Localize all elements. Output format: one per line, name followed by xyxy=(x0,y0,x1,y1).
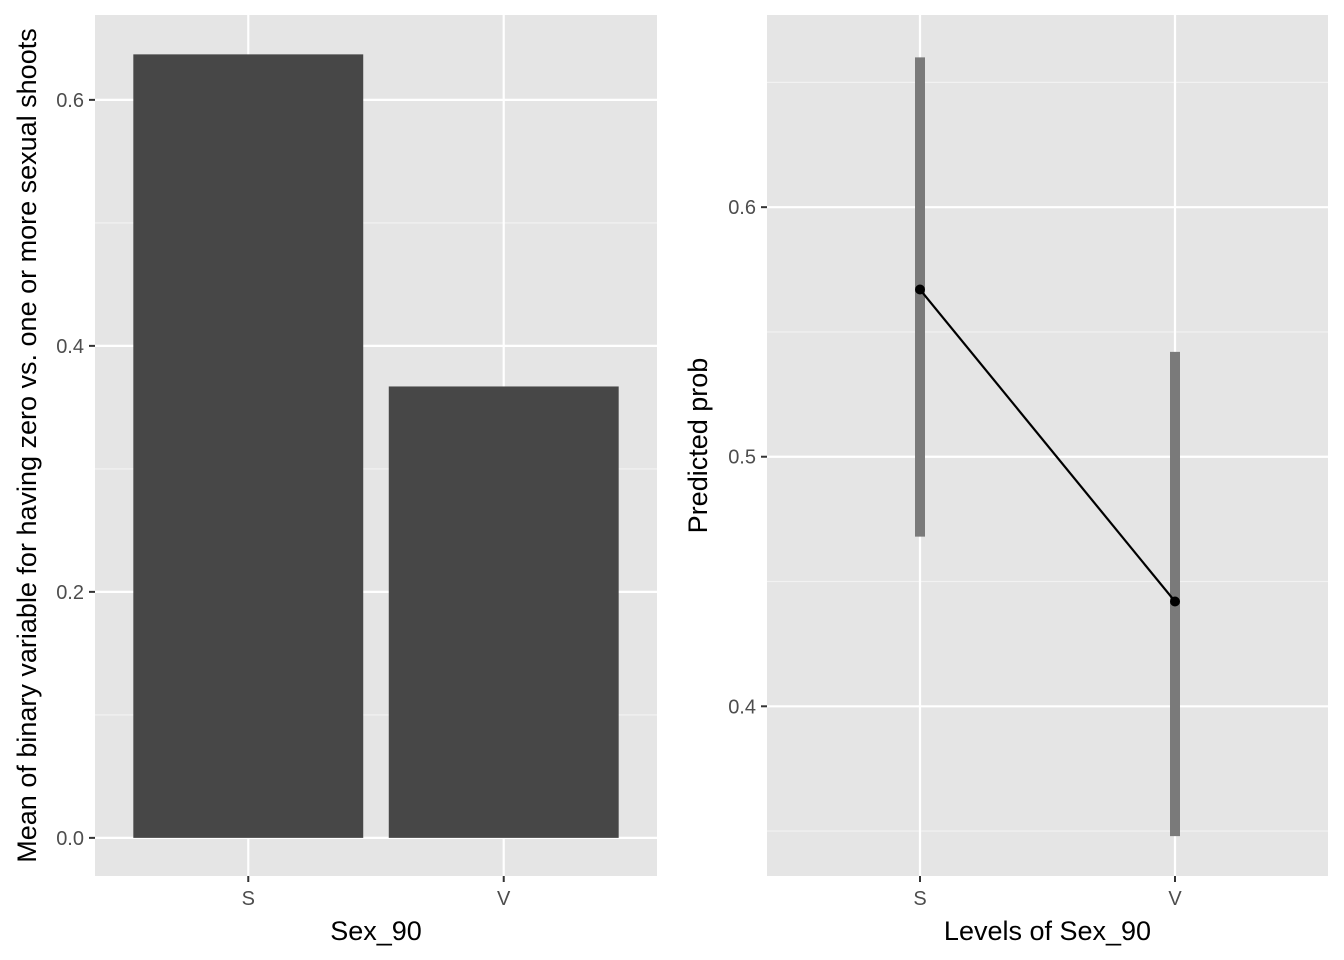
y-tick-label: 0.4 xyxy=(56,336,84,358)
y-tick-label: 0.0 xyxy=(56,828,84,850)
chart-panel-2: 0.4 0.5 0.6 S V Levels of Sex_90 Predicted pro… xyxy=(683,15,1328,946)
series-line xyxy=(919,288,1176,603)
y-axis-title: Predicted prob xyxy=(683,358,713,534)
chart-panel-1: 0.0 0.2 0.4 0.6 S V Sex_90 Mean of binary varia… xyxy=(12,15,657,946)
y-tick-label: 0.6 xyxy=(56,90,84,112)
y-tick-label: 0.5 xyxy=(728,447,756,469)
bar-V xyxy=(388,386,619,838)
point-V xyxy=(1170,596,1180,607)
x-axis-title: Levels of Sex_90 xyxy=(944,916,1151,946)
bar-S xyxy=(133,54,364,838)
y-tick-label: 0.4 xyxy=(728,696,756,718)
y-axis-title: Mean of binary variable for having zero … xyxy=(12,28,42,862)
x-tick-label-S: S xyxy=(913,888,926,910)
x-tick-label-V: V xyxy=(1168,888,1182,910)
x-axis-title: Sex_90 xyxy=(330,916,422,946)
x-tick-label-S: S xyxy=(242,888,255,910)
y-tick-label: 0.6 xyxy=(728,197,756,219)
point-S xyxy=(915,284,925,295)
x-tick-label-V: V xyxy=(497,888,511,910)
y-tick-label: 0.2 xyxy=(56,582,84,604)
